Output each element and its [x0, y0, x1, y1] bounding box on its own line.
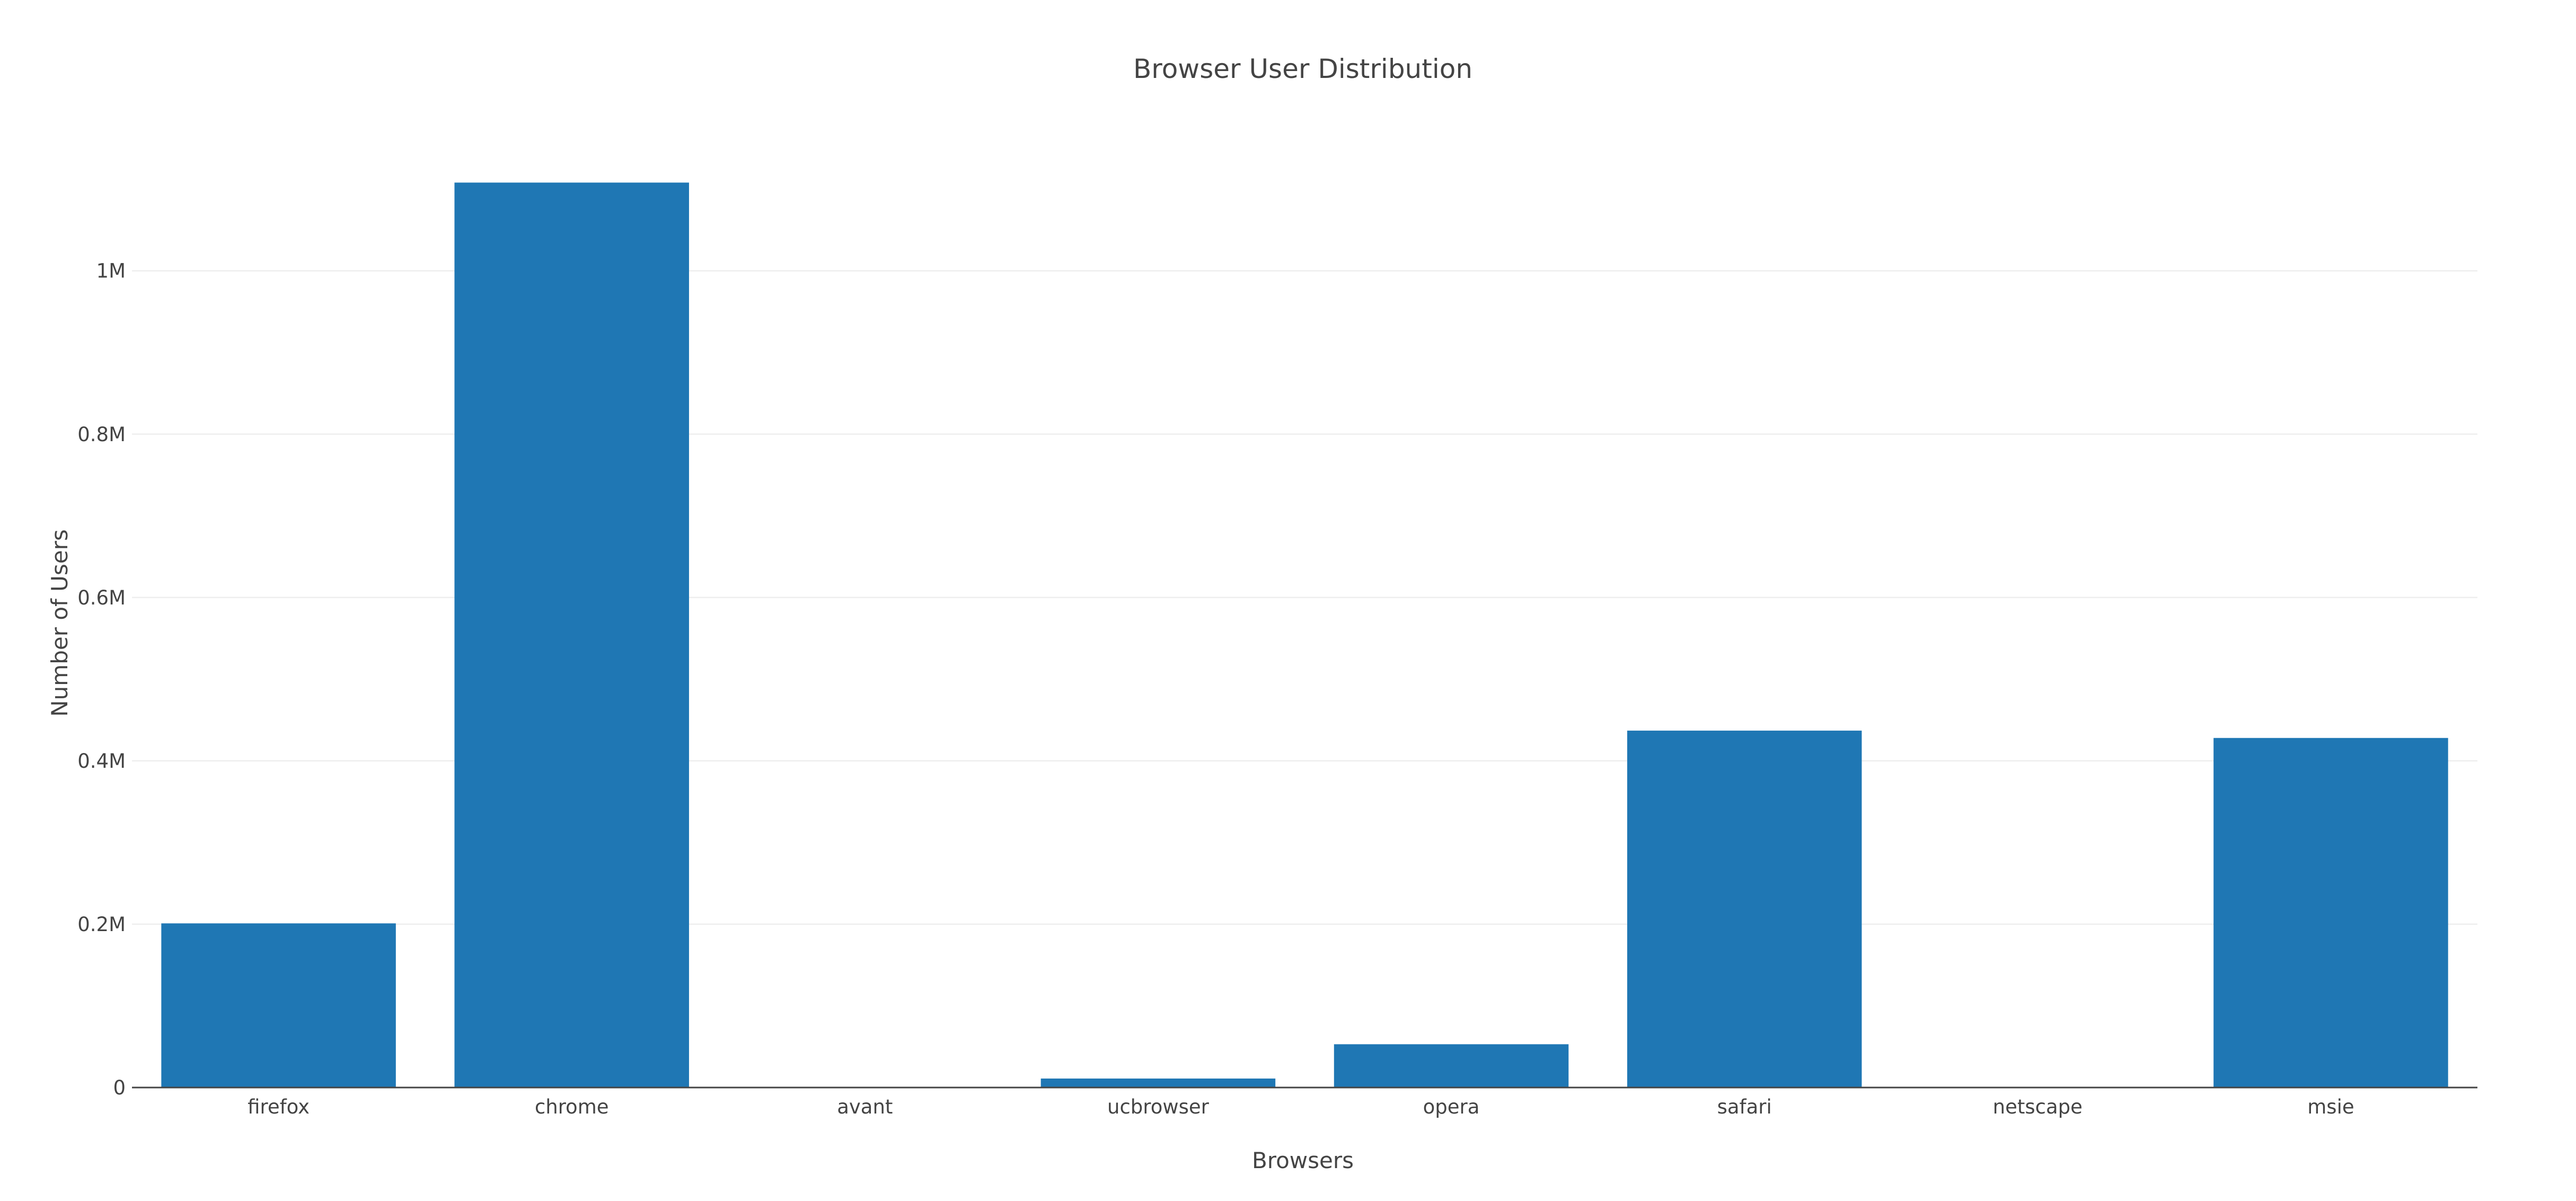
bars	[161, 182, 2448, 1088]
y-tick-label: 0.6M	[77, 586, 126, 609]
bar-msie[interactable]	[2213, 738, 2448, 1088]
x-tick-label: chrome	[535, 1095, 609, 1118]
y-tick-label: 0.8M	[77, 423, 126, 446]
bar-firefox[interactable]	[161, 923, 396, 1088]
bar-ucbrowser[interactable]	[1040, 1079, 1276, 1088]
bar-opera[interactable]	[1334, 1044, 1569, 1088]
x-tick-label: firefox	[248, 1095, 310, 1118]
y-axis-ticks: 0 0.2M 0.4M 0.6M 0.8M 1M	[77, 260, 126, 1099]
x-tick-label: safari	[1717, 1095, 1772, 1118]
x-tick-label: ucbrowser	[1107, 1095, 1210, 1118]
y-tick-label: 0.2M	[77, 913, 126, 936]
bar-safari[interactable]	[1627, 730, 1862, 1088]
chart-title: Browser User Distribution	[1133, 54, 1472, 84]
x-tick-label: opera	[1423, 1095, 1480, 1118]
y-tick-label: 0	[113, 1076, 126, 1099]
x-axis-ticks: firefox chrome avant ucbrowser opera safari ne…	[248, 1095, 2354, 1118]
x-axis-title: Browsers	[1252, 1147, 1354, 1173]
x-tick-label: netscape	[1993, 1095, 2083, 1118]
y-tick-label: 0.4M	[77, 750, 126, 773]
bar-chrome[interactable]	[454, 182, 689, 1088]
y-tick-label: 1M	[96, 260, 126, 283]
y-axis-title: Number of Users	[47, 529, 73, 717]
x-tick-label: avant	[837, 1095, 893, 1118]
x-tick-label: msie	[2307, 1095, 2354, 1118]
